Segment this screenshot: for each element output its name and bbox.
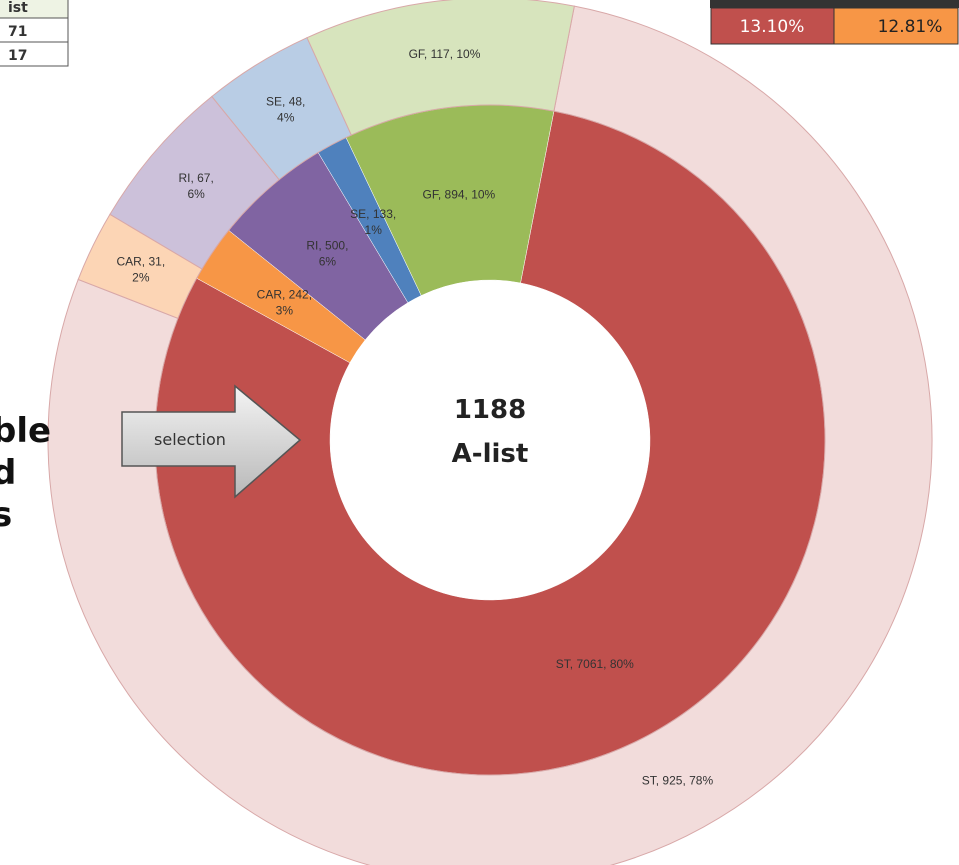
table-text: 71 bbox=[8, 24, 27, 40]
side-line: s bbox=[0, 495, 12, 535]
left-table: ist 71 17 bbox=[0, 0, 69, 67]
side-line: ble bbox=[0, 411, 51, 451]
center-label: 1188 A-list bbox=[452, 395, 529, 469]
table-text: 17 bbox=[8, 48, 27, 64]
data-label: ST, 7061, 80% bbox=[556, 657, 634, 671]
table-text: 13.10% bbox=[740, 17, 805, 37]
data-label: ST, 925, 78% bbox=[642, 773, 714, 787]
data-label: GF, 117, 10% bbox=[409, 47, 481, 61]
donut-segment bbox=[306, 0, 575, 136]
data-label: SE, 133, 1% bbox=[350, 207, 396, 237]
right-table: 13.10% 12.81% bbox=[710, 0, 959, 45]
table-border bbox=[710, 0, 959, 8]
table-text: ist bbox=[8, 0, 28, 16]
center-number: 1188 bbox=[454, 395, 526, 425]
table-cell bbox=[0, 17, 69, 43]
data-label: SE, 48, 4% bbox=[266, 95, 305, 125]
table-cell bbox=[0, 41, 69, 67]
arrow-label: selection bbox=[154, 430, 226, 449]
table-cell bbox=[833, 7, 959, 45]
data-label: RI, 67, 6% bbox=[178, 171, 213, 201]
data-label: GF, 894, 10% bbox=[423, 187, 496, 201]
donut-segment bbox=[47, 5, 933, 865]
table-text: 12.81% bbox=[878, 17, 943, 37]
donut-chart: ST, 7061, 80% CAR, 242, 3% RI, 500, 6%SE, 13… bbox=[47, 0, 933, 865]
arrow-shape bbox=[121, 384, 302, 499]
table-cell bbox=[710, 7, 835, 45]
side-text: ble d s bbox=[0, 411, 51, 535]
side-line: d bbox=[0, 453, 16, 493]
selection-arrow: selection bbox=[121, 384, 302, 499]
data-label: CAR, 242, 3% bbox=[257, 287, 312, 317]
data-label: CAR, 31, 2% bbox=[116, 255, 165, 285]
center-text: A-list bbox=[452, 439, 529, 469]
data-label: RI, 500, 6% bbox=[306, 238, 348, 268]
